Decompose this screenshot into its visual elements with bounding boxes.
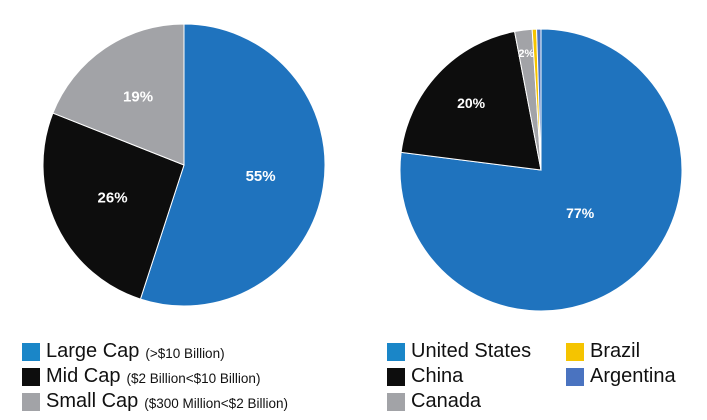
legend-item-small-cap: Small Cap ($300 Million<$2 Billion) (22, 390, 288, 413)
legend-item-large-cap: Large Cap (>$10 Billion) (22, 340, 225, 363)
data-label-mid-cap: 26% (98, 190, 128, 207)
legend-note-large-cap: (>$10 Billion) (145, 346, 225, 361)
legend-item-china: China (387, 365, 463, 388)
legend-swatch-large-cap (22, 342, 40, 361)
data-label-united-states: 77% (566, 205, 595, 221)
legend-label-large-cap: Large Cap (46, 340, 140, 362)
legend-swatch-canada (387, 392, 405, 411)
legend-item-brazil: Brazil (566, 340, 640, 363)
legend-label-small-cap: Small Cap (46, 390, 139, 412)
legend-label-china: China (411, 365, 464, 387)
data-label-argentina: .5% (537, 7, 553, 17)
legend-label-argentina: Argentina (590, 365, 676, 387)
legend-note-small-cap: ($300 Million<$2 Billion) (144, 396, 288, 411)
legend-item-argentina: Argentina (566, 365, 676, 388)
country-pie: 77%20%2%.5%.5% (399, 7, 683, 312)
data-label-small-cap: 19% (123, 88, 153, 105)
legend-swatch-small-cap (22, 392, 40, 411)
legend-item-canada: Canada (387, 390, 481, 413)
data-label-china: 20% (457, 95, 486, 111)
legend-label-united-states: United States (411, 340, 532, 362)
pie-slice-united-states (399, 28, 683, 312)
legend-label-brazil: Brazil (590, 340, 641, 362)
legend-swatch-china (387, 367, 405, 386)
pie-slice-large-cap (139, 23, 326, 307)
legend-swatch-united-states (387, 342, 405, 361)
legend-item-mid-cap: Mid Cap ($2 Billion<$10 Billion) (22, 365, 260, 388)
legend-swatch-brazil (566, 342, 584, 361)
market-cap-pie: 55% 26% 19% (42, 23, 326, 307)
legend-item-united-states: United States (387, 340, 531, 363)
data-label-canada: 2% (518, 48, 534, 60)
legend-note-mid-cap: ($2 Billion<$10 Billion) (126, 371, 261, 386)
data-label-large-cap: 55% (246, 168, 276, 185)
pie-slice-mid-cap (42, 112, 185, 300)
pie-slice-china (400, 30, 542, 171)
legend-label-mid-cap: Mid Cap (46, 365, 121, 387)
pie-slice-small-cap (52, 23, 185, 166)
pie-slice-argentina (536, 28, 542, 171)
legend-label-canada: Canada (411, 390, 482, 412)
legend-swatch-argentina (566, 367, 584, 386)
legend-swatch-mid-cap (22, 367, 40, 386)
